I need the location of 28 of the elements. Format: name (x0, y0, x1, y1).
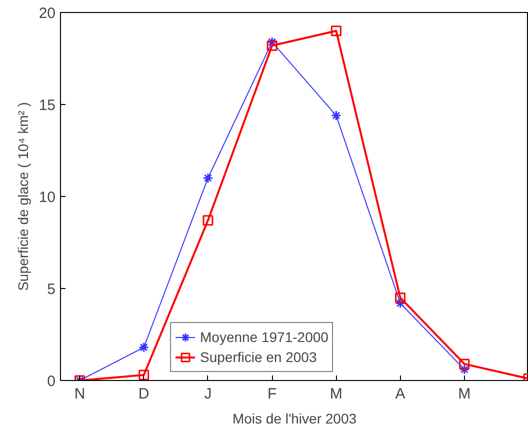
legend-label: Superficie en 2003 (200, 349, 317, 365)
point (459, 364, 470, 375)
x-tick-label: F (267, 386, 277, 402)
y-tick-label: 15 (38, 97, 56, 114)
x-tick-label: M (330, 386, 342, 402)
legend-label: Moyenne 1971-2000 (200, 329, 328, 345)
y-axis-title: Superficie de glace ( 10⁴ km² ) (14, 102, 31, 291)
point (330, 26, 342, 36)
point (138, 342, 150, 353)
point (459, 358, 470, 370)
y-tick-label: 20 (38, 5, 56, 22)
point (395, 292, 406, 303)
y-tick-label: 5 (47, 281, 56, 298)
point (266, 40, 278, 51)
point (202, 215, 214, 226)
x-tick-label: D (138, 386, 150, 402)
x-axis-title: Mois de l'hiver 2003 (232, 410, 357, 426)
x-tick-label: M (458, 386, 471, 402)
x-tick-label: N (74, 386, 86, 402)
x-tick-label: J (204, 386, 212, 402)
x-tick-label: A (395, 386, 406, 402)
point (395, 298, 406, 308)
point (266, 36, 278, 48)
point (330, 110, 342, 121)
y-tick-label: 10 (38, 189, 56, 206)
point (138, 370, 150, 380)
point (202, 172, 214, 184)
y-tick-label: 0 (47, 373, 56, 390)
